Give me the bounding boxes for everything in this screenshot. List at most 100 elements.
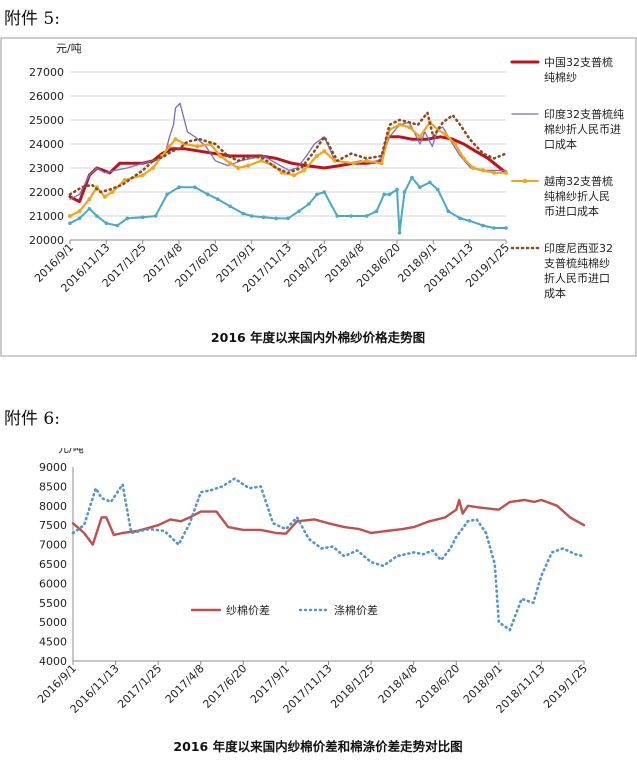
series-line-1-0: [71, 498, 586, 546]
data-point: [206, 192, 210, 197]
data-point: [471, 166, 476, 170]
data-point: [349, 214, 354, 218]
data-point: [246, 163, 251, 168]
series-line-0-0: [68, 135, 508, 204]
data-point: [274, 216, 278, 221]
data-point: [402, 190, 407, 194]
chart-title: 2016 年度以来国内纱棉价差和棉涤价差走势对比图: [173, 739, 462, 754]
data-point: [453, 142, 458, 146]
y-tick-label: 21000: [29, 210, 64, 223]
y-axis-unit: 元/吨: [58, 448, 84, 455]
y-tick-label: 7500: [39, 519, 67, 532]
data-point: [297, 209, 301, 213]
y-tick-label: 4000: [39, 655, 67, 668]
y-tick-label: 22000: [29, 186, 64, 199]
x-tick-label: 2018/9/1: [461, 662, 505, 706]
y-tick-label: 4500: [39, 636, 67, 649]
x-tick-label: 2019/1/25: [541, 662, 590, 711]
data-point: [77, 216, 82, 221]
y-tick-label: 9000: [39, 461, 67, 474]
yarn-cotton-spread-chart: 元/吨 4000 4500 5000 5500 6000 6500 7000 7500 8000 8…: [35, 448, 590, 754]
data-point: [95, 214, 99, 218]
data-point: [115, 223, 120, 228]
x-tick-label: 2018/1/25: [328, 662, 377, 711]
series-line-0-1: [69, 102, 507, 200]
attachment-5-label: 附件 5:: [4, 9, 60, 29]
data-point: [374, 209, 379, 213]
data-point: [387, 192, 392, 197]
data-point: [504, 226, 508, 230]
x-tick-label: 2017/6/20: [200, 662, 249, 711]
y-tick-label: 23000: [29, 162, 64, 175]
legend-label: 印度尼西亚32: [544, 241, 613, 255]
legend-label: 涤棉价差: [334, 603, 378, 617]
data-point: [446, 209, 451, 213]
data-point: [364, 214, 369, 218]
data-point: [436, 187, 440, 192]
y-tick-label: 6500: [39, 558, 67, 571]
data-point: [236, 166, 241, 170]
legend-label: 口成本: [544, 137, 577, 151]
legend-label: 印度32支普梳纯: [544, 107, 624, 121]
y-tick-label: 6000: [39, 577, 67, 590]
data-point: [395, 187, 399, 192]
data-point: [259, 158, 264, 163]
legend-label: 折人民币进口: [544, 271, 610, 285]
legend-label: 纱棉价差: [226, 603, 270, 617]
series-line-0-4: [69, 176, 507, 234]
data-point: [87, 207, 92, 211]
legend-label: 支普梳纯棉纱: [544, 256, 610, 270]
data-point: [379, 161, 384, 166]
data-point: [153, 214, 158, 218]
data-point: [228, 204, 233, 209]
legend-label: 棉纱折人民币进: [544, 122, 621, 136]
data-point: [218, 154, 223, 158]
series-line-1-1: [71, 477, 586, 632]
data-point: [458, 216, 463, 221]
data-point: [87, 197, 92, 202]
legend-label: 越南32支普梳: [544, 174, 613, 188]
x-tick-label: 2018/4/8: [376, 662, 420, 706]
data-point: [428, 180, 432, 185]
data-point: [241, 211, 246, 216]
x-tick-label: 2017/9/1: [248, 662, 292, 706]
data-point: [216, 197, 220, 201]
x-tick-label: 2017/1/25: [115, 662, 164, 711]
data-point: [481, 223, 485, 228]
y-axis-unit: 元/吨: [56, 42, 82, 55]
data-point: [193, 185, 197, 189]
x-tick-label: 2016/9/1: [35, 662, 79, 706]
y-tick-label: 8500: [39, 480, 67, 493]
data-point: [382, 192, 386, 197]
legend-marker: [522, 178, 528, 184]
data-point: [125, 216, 130, 221]
data-point: [177, 185, 181, 189]
chart-frame: [0, 37, 637, 357]
y-tick-label: 27000: [29, 66, 64, 79]
data-point: [301, 168, 306, 173]
data-point: [492, 226, 496, 230]
data-point: [335, 214, 340, 218]
y-tick-label: 5000: [39, 616, 67, 629]
data-point: [140, 215, 145, 219]
data-point: [461, 156, 466, 161]
y-tick-label: 25000: [29, 114, 64, 127]
data-point: [122, 178, 127, 182]
data-point: [140, 173, 145, 178]
legend-label: 纯棉纱: [544, 70, 577, 84]
legend-label: 纯棉纱折人民: [544, 189, 610, 203]
chart-title: 2016 年度以来国内外棉纱价格走势图: [211, 330, 425, 345]
data-point: [307, 202, 311, 206]
data-point: [492, 170, 497, 175]
attachment-6-label: 附件 6:: [4, 409, 60, 429]
cotton-yarn-price-chart: 元/吨 20000 21000 22000 23000 24000 25000 26000 27…: [0, 37, 637, 357]
data-point: [467, 219, 472, 223]
data-point: [228, 161, 233, 166]
data-point: [351, 161, 356, 166]
data-point: [195, 144, 200, 149]
x-tick-label: 2018/6/20: [413, 662, 462, 711]
y-tick-label: 20000: [29, 234, 64, 247]
data-point: [407, 125, 412, 130]
data-point: [397, 231, 402, 235]
data-point: [151, 166, 156, 170]
